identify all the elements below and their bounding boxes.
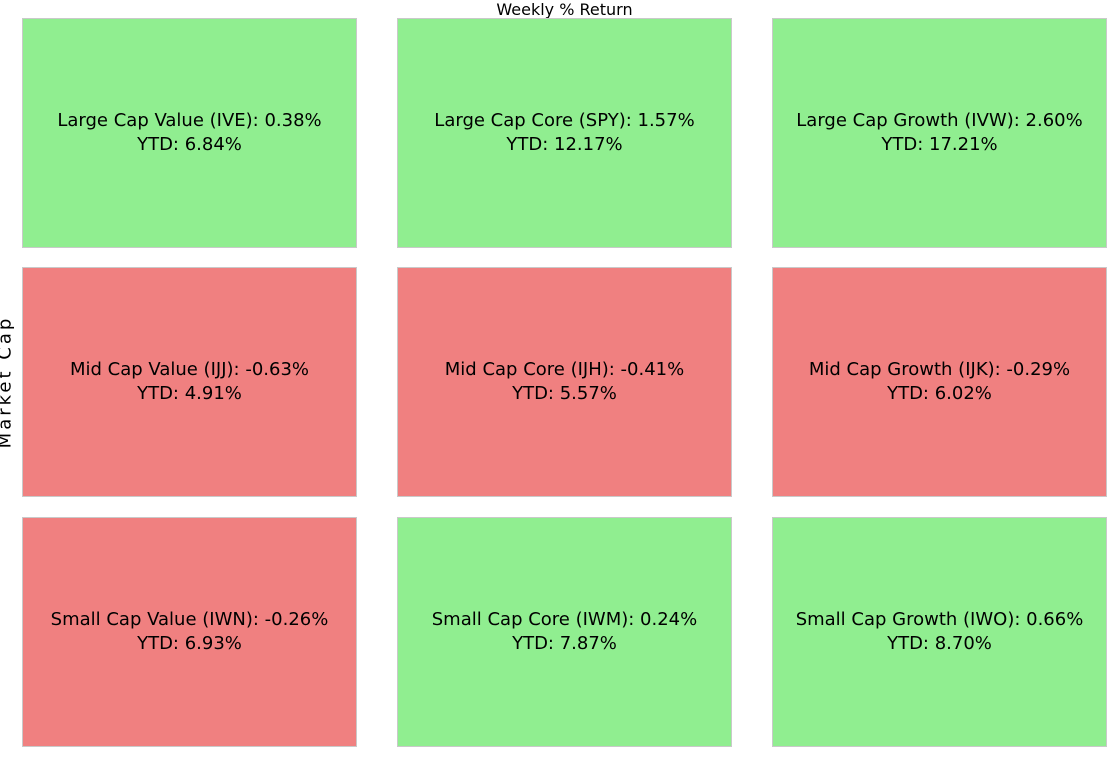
cell-ytd: YTD: 17.21% <box>881 134 998 155</box>
cell-ytd: YTD: 4.91% <box>137 383 242 404</box>
cell-ytd: YTD: 7.87% <box>512 633 617 654</box>
cell-ytd: YTD: 8.70% <box>887 633 992 654</box>
cell-ytd: YTD: 6.93% <box>137 633 242 654</box>
cell-mid-cap-growth: Mid Cap Growth (IJK): -0.29% YTD: 6.02% <box>772 267 1107 497</box>
cell-large-cap-growth: Large Cap Growth (IVW): 2.60% YTD: 17.21… <box>772 18 1107 248</box>
cell-large-cap-core: Large Cap Core (SPY): 1.57% YTD: 12.17% <box>397 18 732 248</box>
cell-ytd: YTD: 12.17% <box>506 134 623 155</box>
cell-label: Mid Cap Growth (IJK): -0.29% <box>808 359 1071 380</box>
cell-label: Small Cap Growth (IWO): 0.66% <box>795 609 1084 630</box>
cell-ytd: YTD: 5.57% <box>512 383 617 404</box>
chart-title: Weekly % Return <box>496 0 633 19</box>
cell-mid-cap-core: Mid Cap Core (IJH): -0.41% YTD: 5.57% <box>397 267 732 497</box>
cell-ytd: YTD: 6.84% <box>137 134 242 155</box>
cell-label: Mid Cap Value (IJJ): -0.63% <box>69 359 309 380</box>
cell-small-cap-value: Small Cap Value (IWN): -0.26% YTD: 6.93% <box>22 517 357 747</box>
cell-label: Mid Cap Core (IJH): -0.41% <box>444 359 685 380</box>
cell-label: Small Cap Value (IWN): -0.26% <box>50 609 329 630</box>
cell-ytd: YTD: 6.02% <box>887 383 992 404</box>
cell-mid-cap-value: Mid Cap Value (IJJ): -0.63% YTD: 4.91% <box>22 267 357 497</box>
cell-label: Small Cap Core (IWM): 0.24% <box>431 609 698 630</box>
cell-label: Large Cap Core (SPY): 1.57% <box>434 110 695 131</box>
cell-large-cap-value: Large Cap Value (IVE): 0.38% YTD: 6.84% <box>22 18 357 248</box>
cell-label: Large Cap Value (IVE): 0.38% <box>57 110 322 131</box>
cell-label: Large Cap Growth (IVW): 2.60% <box>796 110 1083 131</box>
cell-small-cap-growth: Small Cap Growth (IWO): 0.66% YTD: 8.70% <box>772 517 1107 747</box>
y-axis-label: Market Cap <box>0 315 16 449</box>
cell-small-cap-core: Small Cap Core (IWM): 0.24% YTD: 7.87% <box>397 517 732 747</box>
